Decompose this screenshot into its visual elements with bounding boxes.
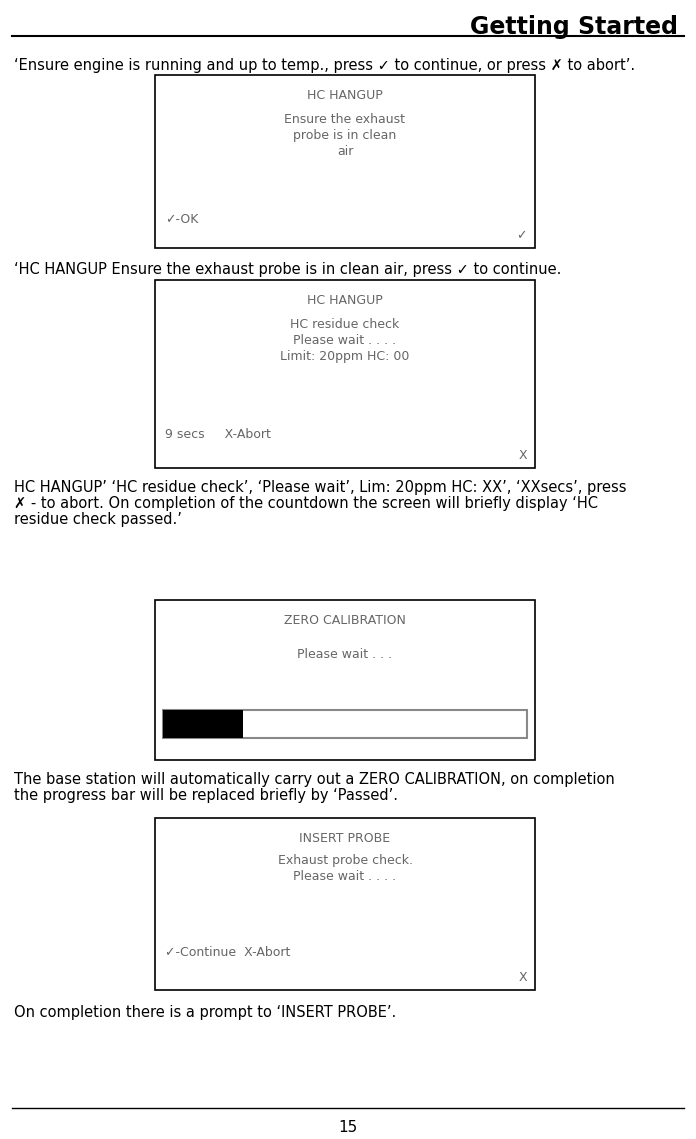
Text: ‘HC HANGUP Ensure the exhaust probe is in clean air, press ✓ to continue.: ‘HC HANGUP Ensure the exhaust probe is i…	[14, 262, 562, 277]
Text: HC HANGUP: HC HANGUP	[307, 89, 383, 103]
Text: ✗ - to abort. On completion of the countdown the screen will briefly display ‘HC: ✗ - to abort. On completion of the count…	[14, 495, 598, 511]
Text: ‘Ensure engine is running and up to temp., press ✓ to continue, or press ✗ to ab: ‘Ensure engine is running and up to temp…	[14, 58, 635, 73]
Text: 15: 15	[338, 1120, 358, 1134]
Text: ✓: ✓	[516, 229, 527, 241]
Bar	[163, 710, 243, 738]
Text: X: X	[519, 972, 527, 984]
Bar	[163, 710, 527, 738]
Text: Limit: 20ppm HC: 00: Limit: 20ppm HC: 00	[280, 350, 410, 363]
Text: ✓-Continue  X-Abort: ✓-Continue X-Abort	[165, 947, 290, 959]
Text: ✓-OK: ✓-OK	[165, 213, 198, 226]
Text: 9 secs     X-Abort: 9 secs X-Abort	[165, 428, 271, 441]
Text: On completion there is a prompt to ‘INSERT PROBE’.: On completion there is a prompt to ‘INSE…	[14, 1005, 396, 1021]
Text: Ensure the exhaust: Ensure the exhaust	[285, 113, 406, 126]
Text: Exhaust probe check.: Exhaust probe check.	[278, 854, 413, 867]
Text: HC residue check: HC residue check	[290, 318, 400, 331]
Text: residue check passed.’: residue check passed.’	[14, 513, 182, 527]
Text: ZERO CALIBRATION: ZERO CALIBRATION	[284, 614, 406, 626]
Text: Please wait . . .: Please wait . . .	[297, 648, 393, 661]
Text: air: air	[337, 145, 353, 158]
Bar	[155, 818, 535, 990]
Text: INSERT PROBE: INSERT PROBE	[299, 831, 390, 845]
Text: The base station will automatically carry out a ZERO CALIBRATION, on completion: The base station will automatically carr…	[14, 772, 615, 787]
Text: the progress bar will be replaced briefly by ‘Passed’.: the progress bar will be replaced briefl…	[14, 788, 398, 803]
Text: X: X	[519, 449, 527, 462]
Text: Please wait . . . .: Please wait . . . .	[294, 334, 397, 347]
Bar	[155, 600, 535, 760]
Text: Getting Started: Getting Started	[470, 15, 678, 39]
Text: HC HANGUP’ ‘HC residue check’, ‘Please wait’, Lim: 20ppm HC: XX’, ‘XXsecs’, pres: HC HANGUP’ ‘HC residue check’, ‘Please w…	[14, 480, 626, 495]
Text: Please wait . . . .: Please wait . . . .	[294, 870, 397, 883]
Bar	[155, 75, 535, 248]
Text: HC HANGUP: HC HANGUP	[307, 294, 383, 308]
Text: probe is in clean: probe is in clean	[294, 129, 397, 142]
Bar	[155, 280, 535, 468]
